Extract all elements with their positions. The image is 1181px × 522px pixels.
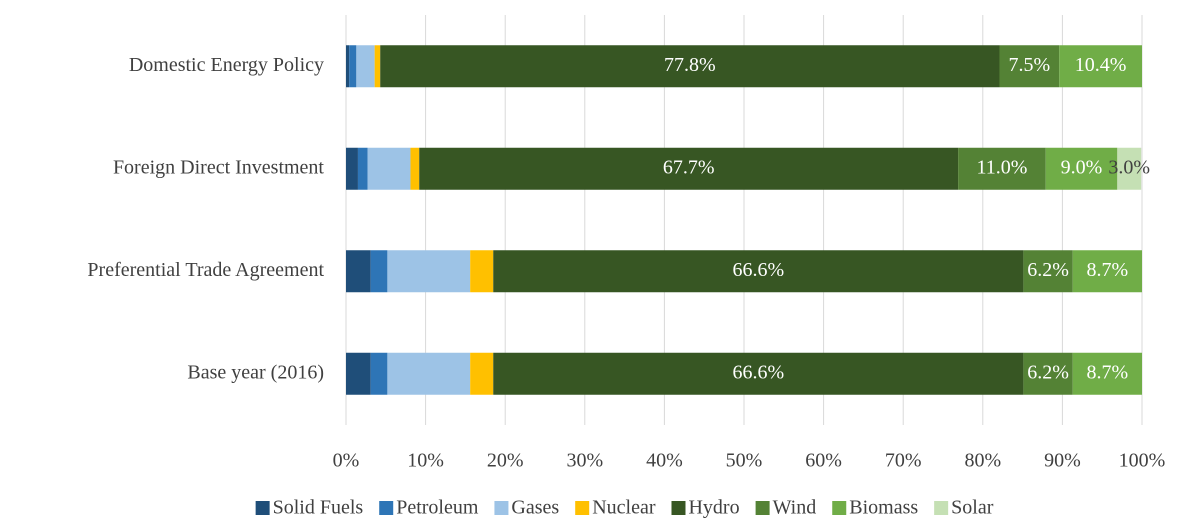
legend-label: Hydro [688,497,739,519]
data-label: 6.2% [1027,361,1069,383]
data-label: 6.2% [1027,259,1069,281]
category-label: Preferential Trade Agreement [87,259,324,281]
legend-label: Biomass [849,497,918,519]
bar-segment [346,147,358,190]
category-label: Domestic Energy Policy [129,54,324,76]
x-tick-label: 90% [1044,450,1081,472]
x-tick-label: 40% [646,450,683,472]
data-label: 10.4% [1075,54,1127,76]
x-tick-label: 30% [566,450,603,472]
legend-swatch [832,501,847,515]
data-label: 7.5% [1009,54,1051,76]
bar-segment [346,352,371,395]
x-tick-label: 70% [885,450,922,472]
bar-segment [1072,250,1142,293]
bar-segment [1059,45,1142,88]
bar-segment [419,147,959,190]
category-label: Base year (2016) [187,361,324,383]
legend-label: Petroleum [396,497,479,519]
legend-swatch [934,501,949,515]
data-label: 3.0% [1108,156,1150,178]
data-label: 67.7% [663,156,715,178]
category-label: Foreign Direct Investment [113,156,324,178]
legend-swatch [379,501,394,515]
x-tick-label: 60% [805,450,842,472]
data-label: 66.6% [732,361,784,383]
bar-segment [1117,147,1142,190]
bar-segment [380,45,1000,88]
x-tick-label: 50% [726,450,763,472]
data-label: 8.7% [1087,361,1129,383]
bar-segment [470,250,494,293]
x-tick-label: 100% [1119,450,1166,472]
bar-segment [958,147,1046,190]
bar-segment [356,45,375,88]
legend-swatch [255,501,270,515]
bar-segment [346,45,350,88]
legend-swatch [575,501,590,515]
bar-segment [370,352,388,395]
legend-swatch [671,501,686,515]
bar-segment [470,352,494,395]
x-tick-label: 0% [333,450,360,472]
legend-label: Gases [511,497,559,519]
bar-segment [1023,352,1073,395]
bar-segment [1045,147,1118,190]
data-label: 11.0% [976,156,1027,178]
bar-segment [346,250,371,293]
data-label: 9.0% [1061,156,1103,178]
bar-segment [1023,250,1073,293]
bar-segment [349,45,357,88]
bar-segment [387,250,471,293]
bar-segment [493,250,1024,293]
legend-label: Solid Fuels [273,497,364,519]
bar-segment [410,147,420,190]
legend-label: Solar [951,497,994,519]
legend-label: Wind [773,497,817,519]
bar-segment [493,352,1024,395]
x-tick-label: 80% [964,450,1001,472]
bar-segment [367,147,411,190]
bar-segment [387,352,471,395]
data-label: 8.7% [1087,259,1129,281]
x-tick-label: 20% [487,450,524,472]
x-tick-label: 10% [407,450,444,472]
bar-segment [374,45,381,88]
legend-swatch [755,501,770,515]
bar-segment [357,147,368,190]
legend-swatch [494,501,509,515]
legend-label: Nuclear [592,497,656,519]
data-label: 77.8% [664,54,716,76]
bar-segment [370,250,388,293]
data-label: 66.6% [732,259,784,281]
bar-segment [999,45,1060,88]
bar-segment [1072,352,1142,395]
